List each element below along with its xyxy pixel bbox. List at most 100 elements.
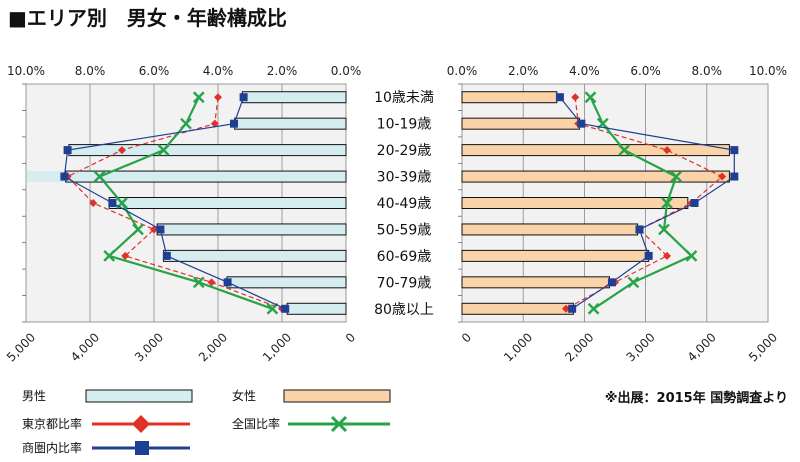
male-trade-point-5 (156, 225, 165, 234)
female-trade-point-4 (690, 199, 699, 207)
male-national-point-8 (266, 302, 279, 315)
age-group-label-8: 80歳以上 (374, 302, 434, 318)
female-top-tick-label: 2.0% (508, 64, 539, 78)
male-top-tick-label: 6.0% (139, 64, 170, 78)
female-national-point-0 (584, 91, 597, 104)
female-tokyo-point-6 (663, 251, 672, 260)
female-bar-5 (461, 223, 639, 236)
male-tokyo-point-4 (89, 199, 98, 207)
female-trade-point-7 (607, 278, 616, 287)
male-trade-point-8 (281, 304, 290, 313)
male-national-point-6 (103, 250, 116, 262)
female-tokyo-point-2 (663, 146, 672, 155)
female-bar-4 (461, 197, 689, 209)
male-bottom-tick-label: 5,000 (4, 330, 38, 364)
legend-male-label: 男性 (22, 389, 46, 403)
chart-title: ■エリア別 男女・年齢構成比 (8, 6, 287, 30)
male-trade-point-3 (60, 172, 69, 181)
male-top-tick-label: 4.0% (203, 64, 234, 78)
age-group-label-1: 10-19歳 (377, 117, 432, 133)
legend-national-label: 全国比率 (232, 416, 280, 431)
male-bottom-tick-label: 1,000 (260, 330, 294, 364)
female-bottom-tick-label: 2,000 (562, 330, 596, 364)
legend-trade-label: 商圏内比率 (22, 440, 82, 455)
male-bar-0 (241, 91, 347, 104)
female-national-point-7 (627, 276, 640, 289)
male-national-point-3 (93, 170, 106, 183)
female-top-tick-label: 10.0% (749, 64, 787, 78)
legend-national-marker (330, 415, 348, 433)
female-trade-point-8 (568, 304, 577, 313)
female-top-tick-label: 8.0% (692, 64, 723, 78)
age-group-label-5: 50-59歳 (377, 222, 432, 238)
female-trade-point-2 (730, 146, 739, 155)
age-group-labels: 10歳未満 10-19歳 20-29歳 30-39歳 40-49歳 50-59歳 60-69… (374, 90, 434, 318)
male-national-point-1 (180, 117, 192, 130)
male-bar-7 (226, 276, 347, 289)
age-group-label-6: 60-69歳 (377, 249, 432, 265)
female-panel: 0.0% 2.0% 4.0% 6.0% 8.0% 10.0% 0 1,000 2,000 3,00… (447, 64, 787, 364)
male-national-point-7 (192, 276, 205, 289)
male-bar-8 (286, 302, 347, 315)
male-bar-5 (156, 223, 347, 236)
female-national-point-2 (618, 144, 631, 156)
female-bar-2 (461, 144, 730, 157)
legend-trade-marker (135, 441, 149, 455)
age-group-label-4: 40-49歳 (377, 196, 432, 212)
legend-tokyo-label: 東京都比率 (22, 416, 82, 431)
male-bar-6 (163, 249, 347, 262)
female-trade-point-5 (635, 225, 644, 234)
male-bar-2 (68, 144, 347, 157)
female-tokyo-point-3 (718, 172, 727, 181)
male-national-point-0 (192, 91, 205, 104)
female-trade-point-6 (644, 251, 653, 260)
male-top-tick-label: 0.0% (331, 64, 362, 78)
legend-female-label: 女性 (232, 388, 256, 403)
female-bar-8 (461, 302, 574, 315)
male-bottom-tick-label: 2,000 (196, 330, 230, 364)
female-trade-point-1 (577, 119, 586, 128)
female-bar-0 (461, 91, 558, 104)
male-trade-point-7 (223, 278, 232, 287)
male-trade-point-2 (63, 146, 72, 155)
female-national-point-4 (661, 197, 673, 209)
female-bottom-tick-label: 0 (459, 330, 474, 345)
age-group-label-3: 30-39歳 (377, 170, 432, 186)
female-national-point-3 (670, 170, 683, 183)
male-trade-point-1 (230, 119, 238, 128)
female-trade-point-3 (730, 172, 739, 181)
male-bar-4 (108, 197, 347, 209)
male-national-point-5 (132, 223, 144, 236)
female-bar-1 (461, 117, 581, 130)
female-bar-6 (461, 249, 650, 262)
male-top-tick-label: 8.0% (75, 64, 106, 78)
male-trade-point-6 (162, 251, 171, 260)
source-note: ※出展：2015年 国勢調査より (605, 390, 788, 406)
male-tokyo-point-7 (207, 278, 216, 287)
female-national-point-6 (685, 250, 698, 262)
female-bottom-tick-label: 5,000 (746, 330, 780, 364)
legend-male-swatch (85, 389, 193, 403)
male-trade-point-4 (108, 199, 117, 207)
female-bottom-tick-label: 1,000 (501, 330, 535, 364)
male-trade-point-0 (239, 93, 248, 102)
male-bottom-tick-label: 3,000 (132, 330, 166, 364)
female-bar-3 (461, 170, 730, 183)
male-tokyo-point-1 (210, 119, 219, 128)
female-top-tick-label: 6.0% (630, 64, 661, 78)
male-tokyo-point-6 (121, 251, 130, 260)
female-bar-7 (461, 276, 610, 289)
male-tokyo-point-2 (118, 146, 126, 155)
male-panel: 10.0% 8.0% 6.0% 4.0% 2.0% 0.0% 5,000 4,000 3,000… (4, 64, 361, 364)
female-top-tick-label: 0.0% (447, 64, 478, 78)
male-tokyo-point-0 (214, 93, 222, 102)
age-group-label-2: 20-29歳 (377, 143, 432, 159)
legend-tokyo-marker (132, 415, 150, 433)
legend-female-swatch (283, 389, 391, 403)
age-group-label-7: 70-79歳 (377, 275, 432, 291)
female-trade-point-0 (555, 93, 564, 102)
female-top-tick-label: 4.0% (569, 64, 600, 78)
female-national-point-8 (587, 302, 600, 315)
